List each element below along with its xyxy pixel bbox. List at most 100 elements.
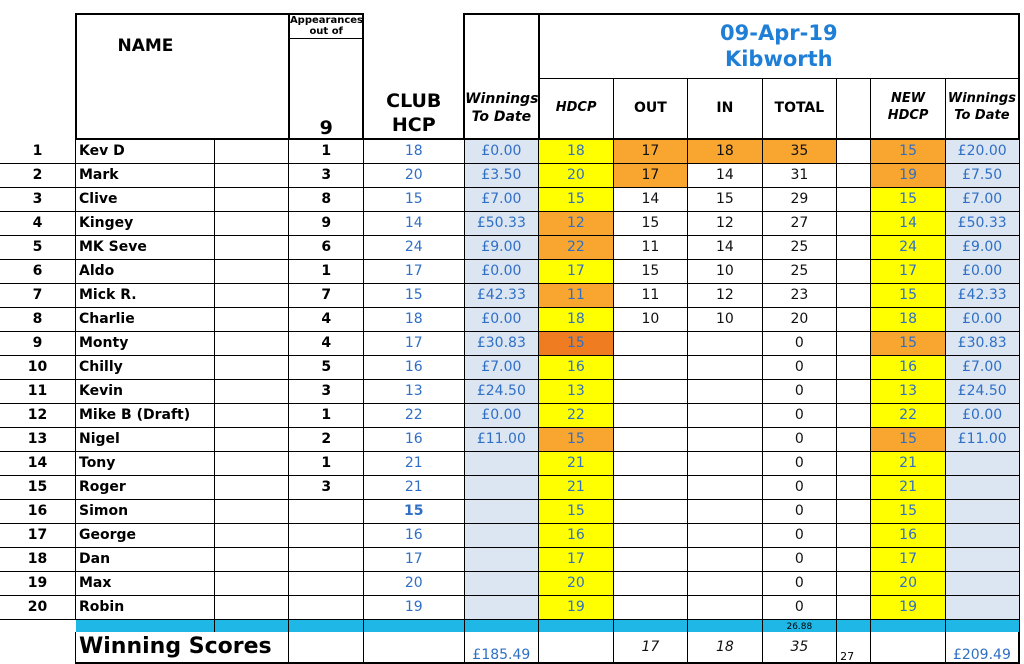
- player-row: 1 Kev D 1 18 £0.00 18 17 18 35 15 £20.00: [0, 138, 1020, 164]
- blank-cell: [214, 523, 290, 548]
- player-name: Chilly: [75, 355, 215, 380]
- player-number: 1: [0, 138, 76, 164]
- total-score: 0: [762, 475, 838, 500]
- new-hdcp-value: 17: [870, 547, 946, 572]
- new-hdcp-value: 17: [870, 259, 946, 284]
- club-hcp-value: 13: [363, 379, 465, 404]
- bar-segment: [538, 619, 614, 632]
- out-score: [613, 355, 689, 380]
- in-score: 14: [687, 235, 763, 260]
- blank-cell: [836, 403, 872, 428]
- winnings-to-date-value: [464, 475, 540, 500]
- player-name: Roger: [75, 475, 215, 500]
- new-hdcp-value: 22: [870, 403, 946, 428]
- player-row: 4 Kingey 9 14 £50.33 12 15 12 27 14 £50.33: [0, 211, 1020, 236]
- in-score: [687, 523, 763, 548]
- total-score: 20: [762, 307, 838, 332]
- hdcp-value: 19: [538, 595, 614, 620]
- blank-cell: [214, 283, 290, 308]
- player-row: 10 Chilly 5 16 £7.00 16 0 16 £7.00: [0, 355, 1020, 380]
- winnings-to-date-value: [464, 523, 540, 548]
- winnings-to-date-value: £50.33: [464, 211, 540, 236]
- club-hcp-value: 17: [363, 259, 465, 284]
- new-hdcp-value: 19: [870, 163, 946, 188]
- bar-segment: [945, 619, 1020, 632]
- winnings-to-date-right-value: [945, 451, 1020, 476]
- player-number: 17: [0, 523, 76, 548]
- player-row: 16 Simon 15 15 0 15: [0, 499, 1020, 524]
- hdcp-value: 21: [538, 475, 614, 500]
- name-header-cell: NAME: [74, 13, 215, 79]
- winnings-to-date-right-value: £11.00: [945, 427, 1020, 452]
- winnings-to-date-right-value: £7.50: [945, 163, 1020, 188]
- footer-total: 35: [762, 631, 838, 664]
- blank-cell: [214, 547, 290, 572]
- footer-winnings-left: £185.49: [464, 631, 540, 664]
- winnings-to-date-right-value: £0.00: [945, 403, 1020, 428]
- new-hdcp-value: 19: [870, 595, 946, 620]
- bar-segment: [836, 619, 872, 632]
- out-score: [613, 451, 689, 476]
- winnings-to-date-right-value: [945, 571, 1020, 596]
- winnings-to-date-value: £7.00: [464, 355, 540, 380]
- blank-cell: [214, 259, 290, 284]
- hdcp-value: 15: [538, 499, 614, 524]
- player-number: 18: [0, 547, 76, 572]
- footer-in: 18: [687, 631, 763, 664]
- appearances-count: [288, 547, 364, 572]
- player-name: Aldo: [75, 259, 215, 284]
- player-name: Max: [75, 571, 215, 596]
- event-course: Kibworth: [724, 46, 833, 71]
- footer-blank: [363, 631, 465, 664]
- in-score: 12: [687, 211, 763, 236]
- winnings-to-date-right-value: £0.00: [945, 307, 1020, 332]
- appearances-count: 3: [288, 163, 364, 188]
- out-score: [613, 403, 689, 428]
- player-row: 6 Aldo 1 17 £0.00 17 15 10 25 17 £0.00: [0, 259, 1020, 284]
- appearances-label-line2: out of: [309, 26, 343, 37]
- in-score: 18: [687, 138, 763, 164]
- player-name: Charlie: [75, 307, 215, 332]
- total-score: 29: [762, 187, 838, 212]
- player-name: MK Seve: [75, 235, 215, 260]
- total-score: 0: [762, 451, 838, 476]
- footer-winnings-right: £209.49: [945, 631, 1020, 664]
- blank-cell: [214, 138, 290, 164]
- player-row: 9 Monty 4 17 £30.83 15 0 15 £30.83: [0, 331, 1020, 356]
- in-score: [687, 475, 763, 500]
- winnings-right-line2: To Date: [954, 108, 1010, 124]
- player-name: Kingey: [75, 211, 215, 236]
- new-hdcp-value: 15: [870, 187, 946, 212]
- in-score: 12: [687, 283, 763, 308]
- appearances-count: 4: [288, 331, 364, 356]
- winnings-right-line1: Winnings: [947, 91, 1016, 107]
- winnings-to-date-right-value: £9.00: [945, 235, 1020, 260]
- hdcp-value: 13: [538, 379, 614, 404]
- winnings-to-date-right-value: £0.00: [945, 259, 1020, 284]
- winnings-to-date-right-value: [945, 475, 1020, 500]
- blank-cell: [836, 523, 872, 548]
- out-header: OUT: [613, 78, 689, 140]
- winnings-to-date-value: £24.50: [464, 379, 540, 404]
- in-score: 10: [687, 307, 763, 332]
- name-header: NAME: [117, 36, 174, 57]
- winnings-to-date-right-value: £50.33: [945, 211, 1020, 236]
- appearances-count: 9: [288, 211, 364, 236]
- player-name: Mick R.: [75, 283, 215, 308]
- appearances-count: [288, 499, 364, 524]
- new-hdcp-value: 18: [870, 307, 946, 332]
- blank-cell: [214, 451, 290, 476]
- blank-cell: [836, 283, 872, 308]
- hdcp-value: 22: [538, 235, 614, 260]
- bar-segment: [75, 619, 215, 632]
- hdcp-value: 17: [538, 547, 614, 572]
- out-score: 10: [613, 307, 689, 332]
- winnings-to-date-value: [464, 595, 540, 620]
- new-hdcp-value: 21: [870, 451, 946, 476]
- hdcp-value: 17: [538, 259, 614, 284]
- appearances-count: 2: [288, 427, 364, 452]
- new-hdcp-value: 15: [870, 499, 946, 524]
- out-score: [613, 427, 689, 452]
- club-hcp-value: 15: [363, 283, 465, 308]
- new-hdcp-value: 15: [870, 138, 946, 164]
